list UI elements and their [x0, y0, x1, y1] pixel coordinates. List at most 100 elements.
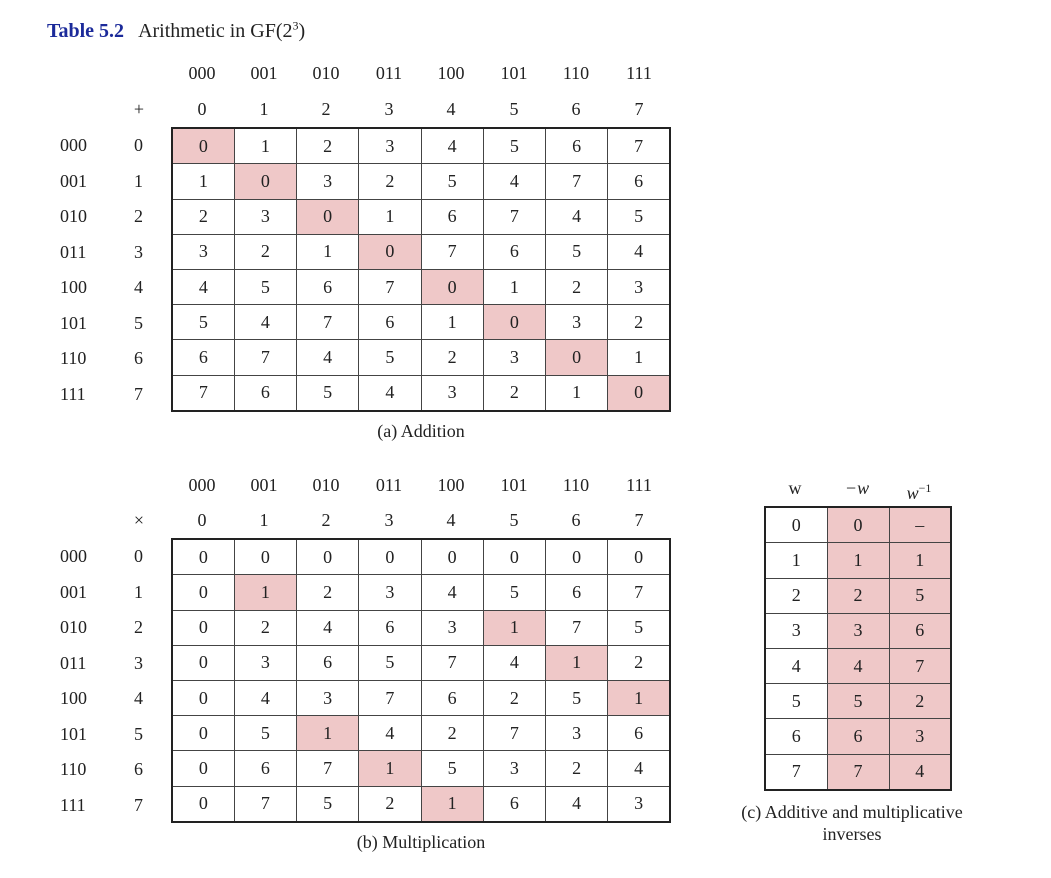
multiplication-cell: 1 — [358, 750, 422, 787]
addition-cell: 6 — [171, 339, 235, 376]
multiplication-cell: 1 — [482, 609, 547, 646]
multiplication-cell: 1 — [295, 715, 360, 752]
multiplication-cell: 0 — [171, 574, 235, 611]
inverses-cell: 3 — [888, 718, 952, 755]
addition-cell: 5 — [544, 233, 609, 270]
multiplication-cell: 4 — [544, 785, 609, 823]
inverses-cell: 3 — [764, 612, 828, 649]
addition-cell: 3 — [420, 374, 484, 412]
addition-cell: 0 — [420, 268, 484, 306]
addition-cell: 7 — [420, 233, 484, 270]
multiplication-cell: 5 — [358, 644, 422, 681]
table-title-text: Arithmetic in GF(23) — [138, 18, 306, 42]
multiplication-cell: 2 — [607, 644, 671, 681]
addition-cell: 1 — [482, 268, 547, 306]
multiplication-cell: 0 — [233, 538, 298, 576]
addition-col-decimal-label: 4 — [446, 99, 456, 119]
inverses-table-row: 0 0– — [764, 506, 952, 544]
inverses-cell: 0 — [764, 506, 828, 544]
addition-cell: 2 — [233, 233, 298, 270]
addition-cell: 5 — [420, 163, 484, 200]
inverses-cell: 4 — [826, 647, 890, 685]
addition-cell: 6 — [482, 233, 547, 270]
addition-row-binary-label: 100 — [60, 277, 87, 297]
multiplication-cell: 6 — [482, 785, 547, 823]
addition-cell: 3 — [233, 198, 298, 235]
addition-cell: 2 — [171, 198, 235, 235]
addition-cell: 3 — [295, 163, 360, 200]
multiplication-cell: 2 — [420, 715, 484, 752]
addition-cell: 0 — [233, 163, 298, 200]
addition-cell: 3 — [358, 127, 422, 165]
multiplication-cell: 1 — [233, 574, 298, 611]
multiplication-cell: 0 — [171, 785, 235, 823]
multiplication-cell: 5 — [544, 679, 609, 717]
addition-cell: 0 — [358, 233, 422, 270]
multiplication-cell: 0 — [544, 538, 609, 576]
addition-cell: 2 — [607, 304, 671, 341]
inverses-cell: 7 — [764, 753, 828, 791]
multiplication-cell: 7 — [295, 750, 360, 787]
addition-cell: 0 — [482, 304, 547, 341]
addition-row-binary-label: 110 — [60, 348, 87, 368]
multiplication-cell: 0 — [358, 538, 422, 576]
addition-cell: 4 — [544, 198, 609, 235]
addition-cell: 6 — [233, 374, 298, 412]
addition-col-decimal-label: 5 — [509, 99, 519, 119]
addition-row-binary-label: 111 — [60, 383, 86, 404]
addition-row-decimal-label: 6 — [134, 348, 143, 368]
inverses-cell: 5 — [826, 683, 890, 720]
addition-cell: 2 — [295, 127, 360, 165]
multiplication-row-decimal-label: 0 — [134, 546, 143, 566]
addition-cell: 3 — [607, 268, 671, 306]
multiplication-col-binary-label: 011 — [375, 475, 403, 495]
addition-col-binary-label: 011 — [375, 63, 403, 83]
inverses-cell: 1 — [764, 542, 828, 579]
multiplication-cell: 0 — [295, 538, 360, 576]
inverses-cell: 1 — [888, 542, 952, 579]
inverses-cell: 5 — [888, 577, 952, 614]
addition-cell: 1 — [295, 233, 360, 270]
multiplication-cell: 1 — [544, 644, 609, 681]
addition-row-decimal-label: 1 — [134, 170, 143, 191]
multiplication-cell: 0 — [482, 538, 547, 576]
addition-row-binary-label: 011 — [60, 241, 87, 262]
multiplication-cell: 7 — [607, 574, 671, 611]
addition-cell: 6 — [295, 268, 360, 306]
addition-cell: 6 — [358, 304, 422, 341]
multiplication-cell: 0 — [420, 538, 484, 576]
addition-row-decimal-label: 5 — [134, 312, 143, 333]
addition-cell: 5 — [295, 374, 360, 412]
multiplication-cell: 0 — [171, 609, 235, 646]
addition-cell: 5 — [233, 268, 298, 306]
multiplication-cell: 1 — [607, 679, 671, 717]
multiplication-cell: 5 — [420, 750, 484, 787]
addition-cell: 7 — [171, 374, 235, 412]
multiplication-cell: 2 — [233, 609, 298, 646]
multiplication-cell: 6 — [420, 679, 484, 717]
multiplication-cell: 3 — [482, 750, 547, 787]
inverses-caption-line1: (c) Additive and multiplicative — [741, 802, 963, 822]
addition-col-binary-label: 001 — [250, 63, 278, 83]
inverses-cell: 1 — [826, 542, 890, 579]
addition-cell: 5 — [358, 339, 422, 376]
multiplication-cell: 2 — [544, 750, 609, 787]
addition-cell: 7 — [295, 304, 360, 341]
addition-cell: 7 — [544, 163, 609, 200]
addition-col-binary-label: 101 — [500, 63, 528, 83]
addition-cell: 7 — [358, 268, 422, 306]
addition-row-binary-label: 000 — [60, 135, 87, 155]
